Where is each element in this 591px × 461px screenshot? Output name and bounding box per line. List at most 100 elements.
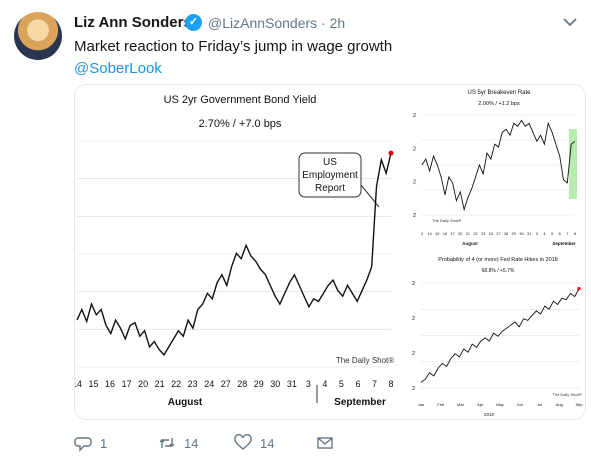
x-tick-label: 23 (188, 379, 198, 389)
chart-2yr-yield: US 2yr Government Bond Yield 2.70% / +7.… (75, 85, 405, 419)
y-tick-label: 2 (412, 351, 415, 357)
month-label-september: September (334, 397, 386, 408)
tweet-text: Market reaction to Friday’s jump in wage… (74, 38, 393, 55)
x-tick-label: 31 (287, 379, 297, 389)
avatar[interactable] (14, 12, 62, 60)
x-tick-label: 7 (372, 379, 377, 389)
x-tick-label: 23 (481, 232, 485, 236)
x-tick-label: 21 (466, 232, 470, 236)
retweet-icon (159, 438, 175, 448)
chart-watermark: The Daily Shot® (432, 218, 461, 223)
chart-5yr-breakeven: US 5yr Breakeven Rate 2.00% / +1.2 bps 2… (409, 85, 585, 251)
x-tick-label: 16 (443, 232, 447, 236)
tweet-actions: 1 14 14 (74, 432, 574, 454)
year-label: 2018 (484, 412, 495, 417)
x-tick-label: 8 (574, 232, 576, 236)
y-tick-label: 2 (413, 113, 416, 119)
chevron-down-icon[interactable] (563, 14, 577, 30)
x-tick-label: 30 (270, 379, 280, 389)
heart-icon (234, 434, 252, 450)
retweet-count: 14 (184, 435, 199, 451)
annotation-line-1: US (323, 157, 337, 168)
x-tick-label: May (496, 402, 504, 407)
x-tick-label: 4 (543, 232, 545, 236)
verified-icon: ✓ (185, 14, 202, 31)
x-tick-label: 20 (458, 232, 462, 236)
x-tick-label: 7 (566, 232, 568, 236)
chart-title: US 2yr Government Bond Yield (164, 94, 317, 106)
x-tick-label: 15 (89, 379, 99, 389)
last-value-marker (577, 287, 581, 291)
x-tick-label: 17 (122, 379, 132, 389)
month-label-august: August (462, 241, 478, 246)
y-tick-label: 2 (413, 180, 416, 186)
handle-and-time[interactable]: @LizAnnSonders · 2h (208, 15, 346, 31)
x-tick-label: 3 (536, 232, 538, 236)
x-tick-label: 28 (237, 379, 247, 389)
y-tick-label: 2 (412, 281, 415, 287)
chart-fed-rate-hikes: Probability of 4 (or more) Fed Rate Hike… (409, 253, 585, 419)
retweet-button[interactable]: 14 (158, 432, 198, 454)
x-tick-label: 4 (322, 379, 327, 389)
chart-title: US 5yr Breakeven Rate (467, 90, 531, 96)
y-tick-label: 2 (413, 146, 416, 152)
y-tick-label: 2 (412, 386, 415, 392)
x-tick-label: 6 (559, 232, 561, 236)
chart-subtitle: 68.8% / +5.7% (482, 268, 515, 274)
x-tick-label: Jan (418, 402, 424, 407)
x-tick-label: Aug (556, 402, 563, 407)
annotation-callout: US Employment Report (298, 152, 380, 208)
author-name[interactable]: Liz Ann Sonders (74, 14, 192, 31)
x-tick-label: 16 (105, 379, 115, 389)
x-tick-label: Jun (517, 402, 523, 407)
x-tick-label: Apr (477, 402, 484, 407)
month-label-august: August (168, 397, 203, 408)
x-tick-label: 8 (388, 379, 393, 389)
x-tick-label: 3 (306, 379, 311, 389)
reply-icon (74, 437, 92, 452)
reply-button[interactable]: 1 (74, 432, 107, 454)
reply-count: 1 (100, 435, 108, 451)
x-tick-label: Mar (457, 402, 465, 407)
x-tick-label: 30 (519, 232, 523, 236)
chart-subtitle: 2.70% / +7.0 bps (199, 118, 282, 130)
x-tick-label: Sep (575, 402, 583, 407)
x-tick-label: 24 (204, 379, 214, 389)
x-tick-label: 2 (421, 232, 423, 236)
x-tick-label: 6 (355, 379, 360, 389)
x-tick-label: Jul (537, 402, 542, 407)
x-tick-label: 22 (171, 379, 181, 389)
x-tick-label: 14 (428, 232, 432, 236)
last-value-marker (388, 150, 394, 156)
series-line (76, 152, 392, 357)
x-tick-label: 14 (75, 379, 82, 389)
like-button[interactable]: 14 (234, 432, 274, 454)
chart-watermark: The Daily Shot® (552, 392, 581, 397)
x-tick-label: 31 (527, 232, 531, 236)
x-tick-label: 28 (504, 232, 508, 236)
y-tick-label: 2 (412, 316, 415, 322)
series-line (420, 288, 580, 383)
x-tick-label: 29 (512, 232, 516, 236)
direct-message-button[interactable] (316, 432, 334, 454)
mention-link[interactable]: @SoberLook (74, 60, 162, 77)
x-tick-label: 29 (254, 379, 264, 389)
x-tick-label: 21 (155, 379, 165, 389)
chart-title: Probability of 4 (or more) Fed Rate Hike… (438, 257, 558, 263)
x-tick-label: 20 (138, 379, 148, 389)
month-label-september: September (552, 241, 576, 246)
x-tick-label: 24 (489, 232, 493, 236)
x-tick-label: 27 (496, 232, 500, 236)
chart-subtitle: 2.00% / +1.2 bps (478, 101, 520, 107)
highlight-band (569, 129, 577, 199)
like-count: 14 (260, 435, 275, 451)
annotation-line-3: Report (315, 183, 345, 194)
envelope-icon (317, 437, 333, 449)
x-tick-label: Feb (437, 402, 445, 407)
x-tick-label: 22 (473, 232, 477, 236)
chart-watermark: The Daily Shot® (336, 356, 394, 365)
x-tick-label: 27 (221, 379, 231, 389)
y-tick-label: 2 (413, 213, 416, 219)
tweet-media[interactable]: US 2yr Government Bond Yield 2.70% / +7.… (74, 84, 586, 420)
x-tick-label: 5 (339, 379, 344, 389)
